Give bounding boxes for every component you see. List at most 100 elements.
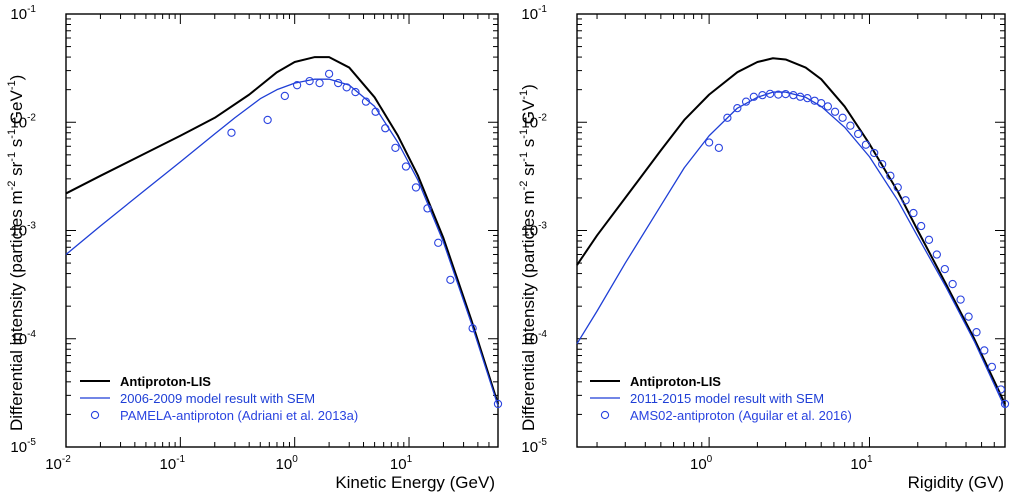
data-point bbox=[227, 128, 236, 137]
x-axis-title: Rigidity (GV) bbox=[908, 473, 1004, 492]
data-point bbox=[996, 385, 1006, 394]
legend-entry-label: AMS02-antiproton (Aguilar et al. 2016) bbox=[630, 408, 852, 423]
legend: Antiproton-LIS 2011-2015 model result wit… bbox=[590, 374, 852, 423]
data-point bbox=[749, 92, 758, 101]
data-point bbox=[741, 97, 751, 106]
data-point bbox=[493, 399, 503, 409]
data-point bbox=[861, 140, 871, 149]
y-tick-label: 10-4 bbox=[10, 329, 36, 348]
data-point bbox=[423, 204, 432, 213]
y-tick-label: 10-1 bbox=[521, 4, 547, 23]
y-tick-label: 10-3 bbox=[10, 221, 36, 240]
energy-spectrum-panel: 10-2 10-1 100 101 10-5 10-4 10-3 10-2 10-1 Kine… bbox=[6, 4, 503, 492]
legend-entry-label: Antiproton-LIS bbox=[120, 374, 211, 389]
data-point bbox=[446, 275, 455, 285]
data-point bbox=[351, 87, 360, 97]
y-tick-label: 10-2 bbox=[10, 112, 36, 131]
data-point bbox=[292, 81, 302, 90]
y-axis-title: Differential intensity (particles m-2 sr… bbox=[6, 75, 26, 431]
legend-entry-label: 2011-2015 model result with SEM bbox=[630, 391, 824, 406]
data-point bbox=[1000, 399, 1010, 409]
x-tick-label: 10-2 bbox=[45, 454, 71, 473]
data-point bbox=[817, 99, 826, 108]
data-point bbox=[886, 171, 895, 180]
y-tick-label: 10-5 bbox=[10, 437, 36, 456]
y-tick-label: 10-5 bbox=[521, 437, 547, 456]
model-curve bbox=[576, 91, 1006, 409]
legend-entry-label: PAMELA-antiproton (Adriani et al. 2013a) bbox=[120, 408, 358, 423]
y-axis-title: Differential intensity (particles m-2 sr… bbox=[518, 84, 538, 431]
model-curve bbox=[65, 78, 499, 407]
data-point bbox=[723, 113, 732, 122]
data-point bbox=[901, 196, 910, 205]
data-point bbox=[956, 295, 965, 304]
data-point bbox=[893, 183, 902, 192]
data-point bbox=[381, 124, 390, 133]
data-point bbox=[733, 103, 742, 113]
data-point bbox=[704, 138, 714, 147]
data-point bbox=[964, 312, 973, 321]
data-point bbox=[830, 107, 840, 116]
data-point bbox=[765, 89, 775, 98]
data-point bbox=[878, 160, 887, 169]
x-tick-label: 100 bbox=[276, 454, 299, 473]
data-point bbox=[870, 148, 879, 158]
y-tick-label: 10-3 bbox=[521, 221, 547, 240]
data-point bbox=[758, 90, 767, 100]
data-point bbox=[980, 346, 989, 355]
data-point bbox=[714, 143, 724, 153]
legend: Antiproton-LIS 2006-2009 model result wit… bbox=[80, 374, 358, 423]
data-point bbox=[334, 78, 343, 88]
data-point bbox=[411, 183, 421, 192]
series-layer bbox=[65, 56, 503, 409]
x-tick-label: 101 bbox=[850, 454, 873, 473]
x-tick-labels: 10-2 10-1 100 101 bbox=[45, 454, 412, 473]
legend-marker-key bbox=[90, 410, 100, 420]
lis-curve bbox=[576, 57, 1006, 405]
data-point bbox=[361, 97, 371, 106]
legend-entry-label: Antiproton-LIS bbox=[630, 374, 721, 389]
data-point bbox=[781, 89, 790, 99]
data-point bbox=[391, 143, 400, 153]
data-point bbox=[924, 235, 934, 244]
x-axis-title: Kinetic Energy (GeV) bbox=[335, 473, 495, 492]
data-point bbox=[932, 250, 941, 259]
legend-marker-key bbox=[600, 410, 610, 420]
data-point bbox=[434, 238, 443, 247]
data-point bbox=[846, 121, 855, 130]
data-point bbox=[948, 279, 957, 289]
rigidity-spectrum-panel: 100 101 10-5 10-4 10-3 10-2 10-1 Rigidity (GV… bbox=[518, 4, 1010, 492]
data-point bbox=[987, 362, 997, 372]
data-point bbox=[909, 208, 918, 218]
x-tick-labels: 100 101 bbox=[690, 454, 873, 473]
data-point bbox=[324, 69, 334, 78]
data-point bbox=[854, 129, 863, 139]
data-point bbox=[972, 328, 981, 337]
x-tick-label: 10-1 bbox=[160, 454, 186, 473]
axis-ticks bbox=[65, 13, 499, 448]
x-tick-label: 101 bbox=[390, 454, 413, 473]
axis-ticks bbox=[577, 13, 1006, 448]
data-point bbox=[823, 102, 832, 111]
data-point bbox=[803, 93, 812, 103]
data-point bbox=[263, 115, 272, 125]
y-tick-label: 10-2 bbox=[521, 112, 547, 131]
data-point bbox=[315, 78, 324, 88]
data-point bbox=[371, 107, 380, 116]
data-point bbox=[342, 83, 351, 92]
data-point bbox=[917, 221, 926, 231]
data-point bbox=[468, 324, 477, 333]
y-tick-label: 10-1 bbox=[10, 4, 36, 23]
data-point bbox=[838, 113, 847, 122]
lis-curve bbox=[65, 56, 499, 405]
data-point bbox=[940, 264, 949, 274]
data-point bbox=[401, 162, 411, 171]
y-tick-label: 10-4 bbox=[521, 329, 547, 348]
series-layer bbox=[576, 57, 1010, 409]
legend-entry-label: 2006-2009 model result with SEM bbox=[120, 391, 315, 406]
y-tick-labels: 10-5 10-4 10-3 10-2 10-1 bbox=[10, 4, 36, 456]
data-point bbox=[305, 76, 314, 86]
data-point bbox=[280, 91, 289, 101]
x-tick-label: 100 bbox=[690, 454, 713, 473]
